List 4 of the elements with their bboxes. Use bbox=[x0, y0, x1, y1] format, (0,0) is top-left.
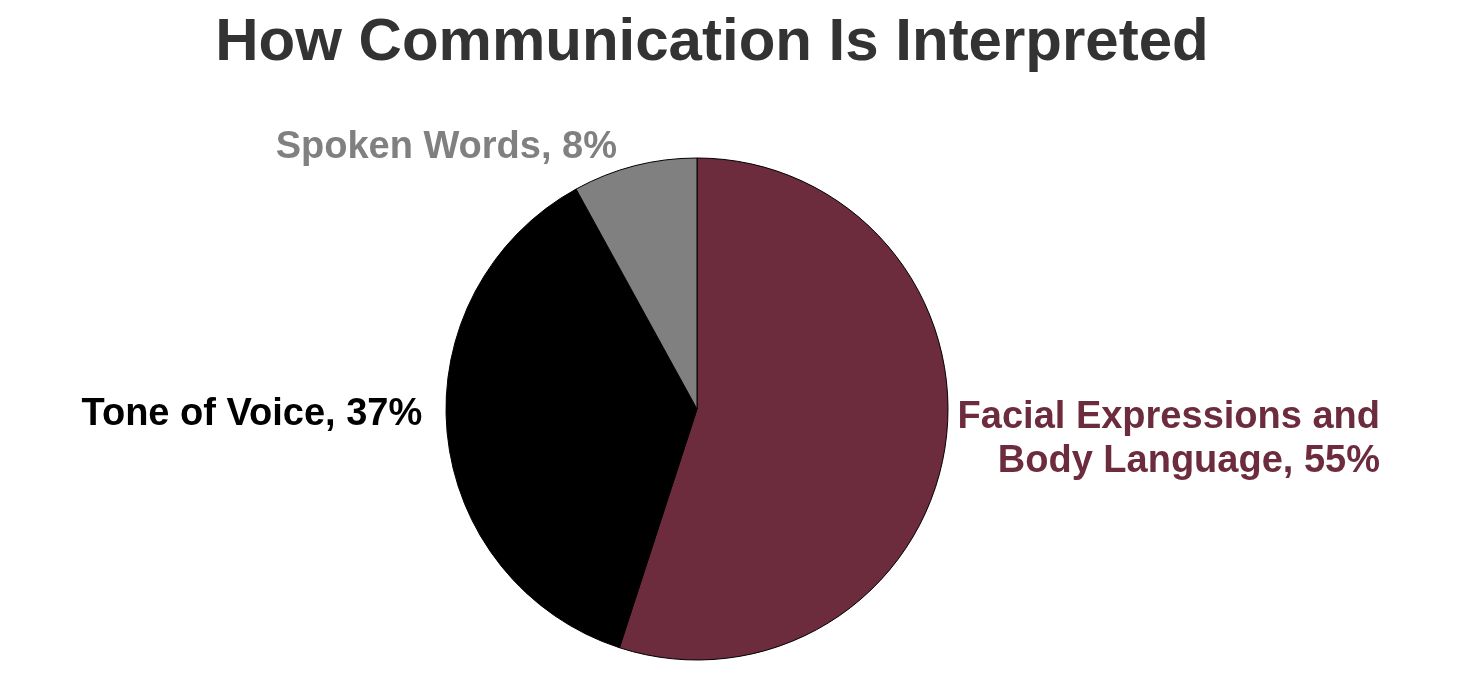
slice-label: Facial Expressions and Body Language, 55% bbox=[957, 393, 1380, 480]
slice-label: Spoken Words, 8% bbox=[275, 123, 617, 166]
chart-title: How Communication Is Interpreted bbox=[215, 6, 1209, 73]
slice-label: Tone of Voice, 37% bbox=[81, 390, 423, 433]
